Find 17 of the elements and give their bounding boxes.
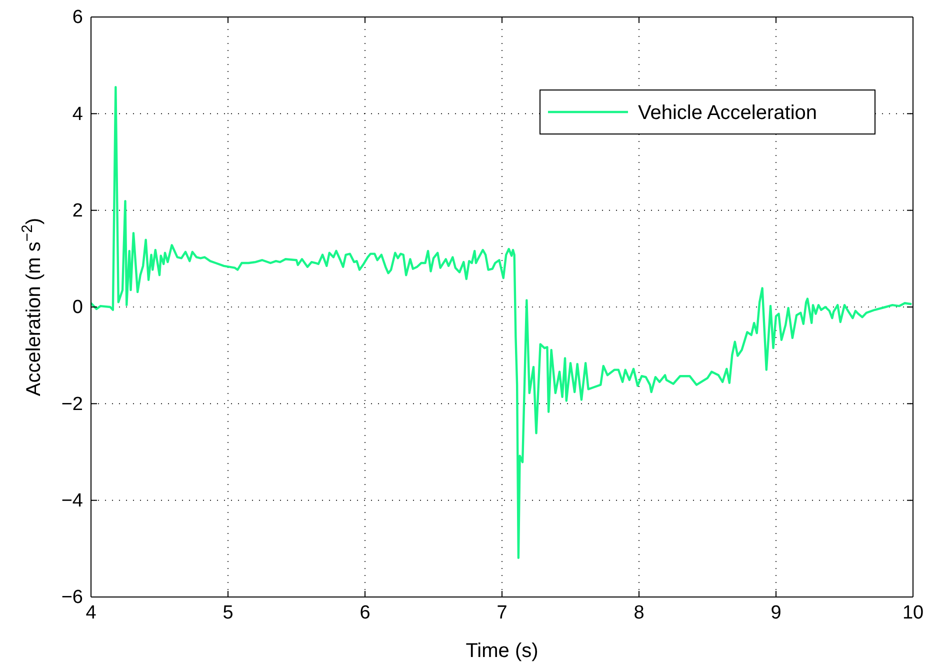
y-tick-label: −4 (61, 490, 84, 512)
x-tick-label: 6 (360, 602, 370, 624)
y-tick-label: 6 (72, 7, 83, 28)
y-tick-label: −2 (61, 394, 83, 415)
legend-label: Vehicle Acceleration (638, 102, 818, 124)
y-tick-label: 2 (72, 200, 83, 222)
x-tick-label: 8 (634, 602, 644, 624)
x-tick-label: 7 (496, 602, 508, 624)
y-tick-label: −6 (61, 587, 83, 608)
y-tick-label: 4 (72, 104, 84, 125)
x-tick-label: 4 (86, 602, 97, 624)
y-tick-label: 0 (72, 297, 83, 318)
x-tick-label: 9 (770, 602, 782, 624)
line-series (90, 86, 913, 559)
x-axis-title: Time (s) (466, 640, 538, 662)
x-tick-label: 5 (222, 602, 234, 624)
x-tick-label: 10 (902, 602, 924, 624)
